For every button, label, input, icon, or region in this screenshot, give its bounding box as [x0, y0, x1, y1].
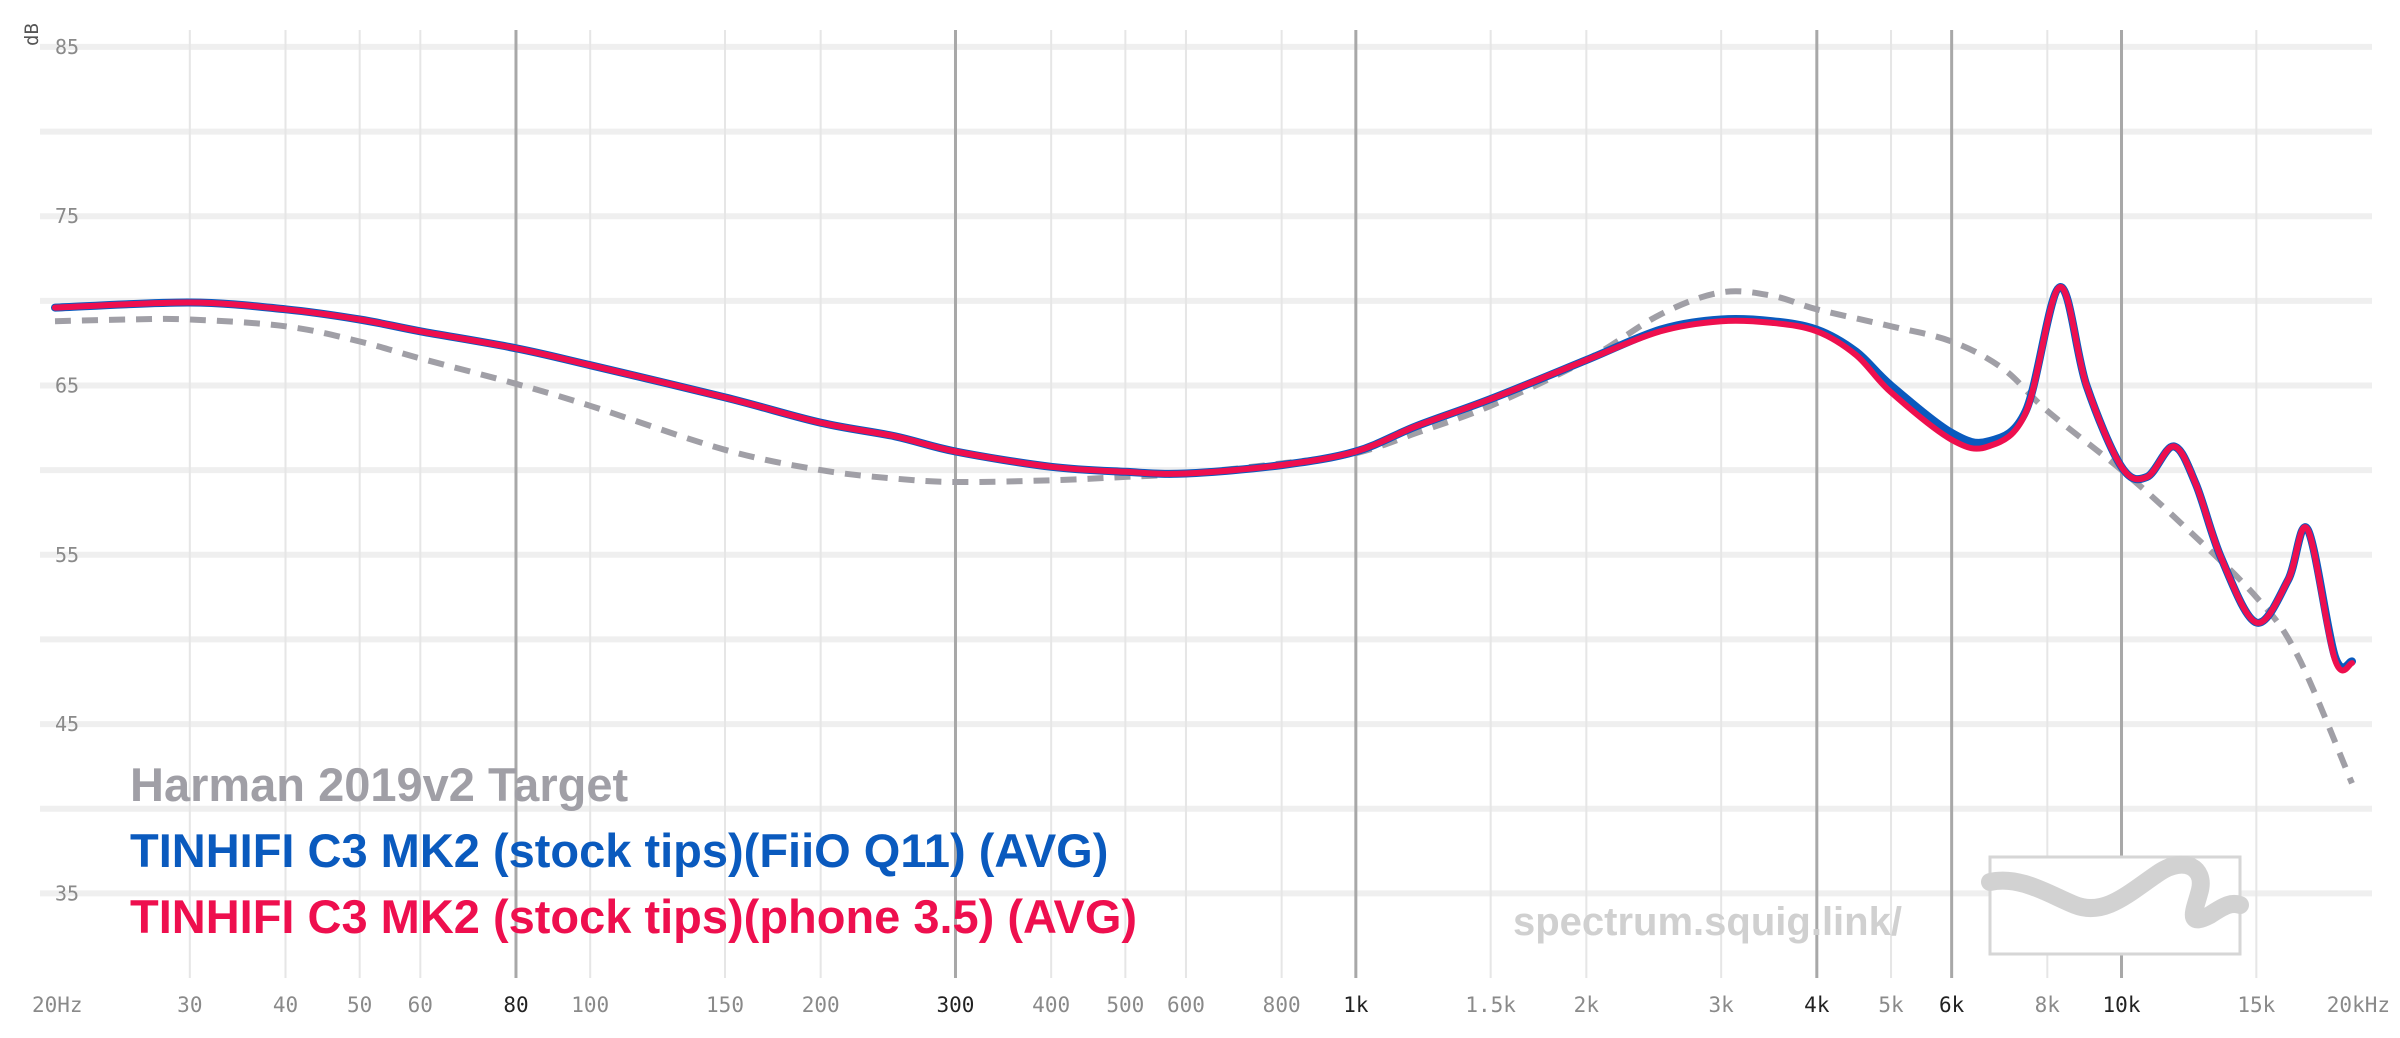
y-tick-label: 85	[55, 35, 79, 59]
y-axis-labels: 85 75 65 55 45 35	[55, 35, 79, 905]
x-tick-label: 200	[802, 993, 840, 1017]
x-tick-label: 80	[503, 993, 528, 1017]
legend-item-phone-35[interactable]: TINHIFI C3 MK2 (stock tips)(phone 3.5) (…	[130, 890, 1138, 943]
y-tick-label: 45	[55, 712, 79, 736]
x-tick-label: 15k	[2237, 993, 2275, 1017]
y-tick-label: 65	[55, 374, 79, 398]
y-tick-label: 55	[55, 543, 79, 567]
watermark-text: spectrum.squig.link/	[1513, 900, 1902, 944]
x-tick-label: 6k	[1939, 993, 1965, 1017]
x-tick-label: 800	[1263, 993, 1301, 1017]
x-tick-label: 100	[571, 993, 609, 1017]
x-tick-label: 1k	[1343, 993, 1369, 1017]
x-tick-label: 60	[408, 993, 433, 1017]
y-axis-unit-label: dB	[21, 23, 43, 46]
x-tick-label: 50	[347, 993, 372, 1017]
x-tick-label: 5k	[1878, 993, 1904, 1017]
x-tick-label: 300	[937, 993, 975, 1017]
legend-item-fiio-q11[interactable]: TINHIFI C3 MK2 (stock tips)(FiiO Q11) (A…	[130, 824, 1109, 877]
grid	[40, 30, 2372, 978]
x-tick-label: 150	[706, 993, 744, 1017]
legend-item-target[interactable]: Harman 2019v2 Target	[130, 758, 629, 811]
x-tick-label: 1.5k	[1465, 993, 1516, 1017]
squiglink-logo	[1981, 855, 2249, 956]
series-line-2	[52, 284, 2355, 674]
x-tick-label: 2k	[1574, 993, 1600, 1017]
x-tick-label: 600	[1167, 993, 1205, 1017]
series-line-0	[54, 288, 2355, 785]
x-tick-label: 400	[1032, 993, 1070, 1017]
x-tick-label: 10k	[2103, 993, 2141, 1017]
y-tick-label: 75	[55, 204, 79, 228]
x-tick-label: 20Hz	[32, 993, 83, 1017]
y-tick-label: 35	[55, 881, 79, 905]
x-tick-label: 500	[1106, 993, 1144, 1017]
x-tick-label: 4k	[1804, 993, 1830, 1017]
legend: Harman 2019v2 Target TINHIFI C3 MK2 (sto…	[130, 752, 1137, 950]
series-lines	[51, 283, 2356, 785]
x-tick-label: 8k	[2035, 993, 2061, 1017]
x-tick-label: 30	[177, 993, 202, 1017]
x-tick-label: 20kHz	[2327, 993, 2390, 1017]
x-axis-labels: 20Hz 30 40 50 60 80 100 150 200 300 400 500 600 800 1k…	[32, 993, 2390, 1017]
x-tick-label: 40	[273, 993, 298, 1017]
x-tick-label: 3k	[1709, 993, 1735, 1017]
